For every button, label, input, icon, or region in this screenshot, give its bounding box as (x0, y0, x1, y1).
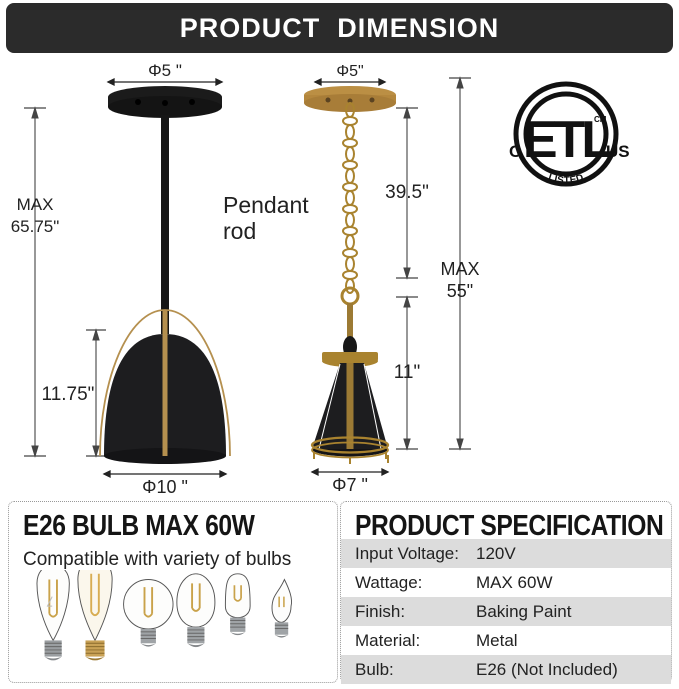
svg-text:US: US (606, 142, 630, 161)
svg-text:CM: CM (594, 115, 607, 124)
svg-text:C: C (509, 142, 521, 161)
